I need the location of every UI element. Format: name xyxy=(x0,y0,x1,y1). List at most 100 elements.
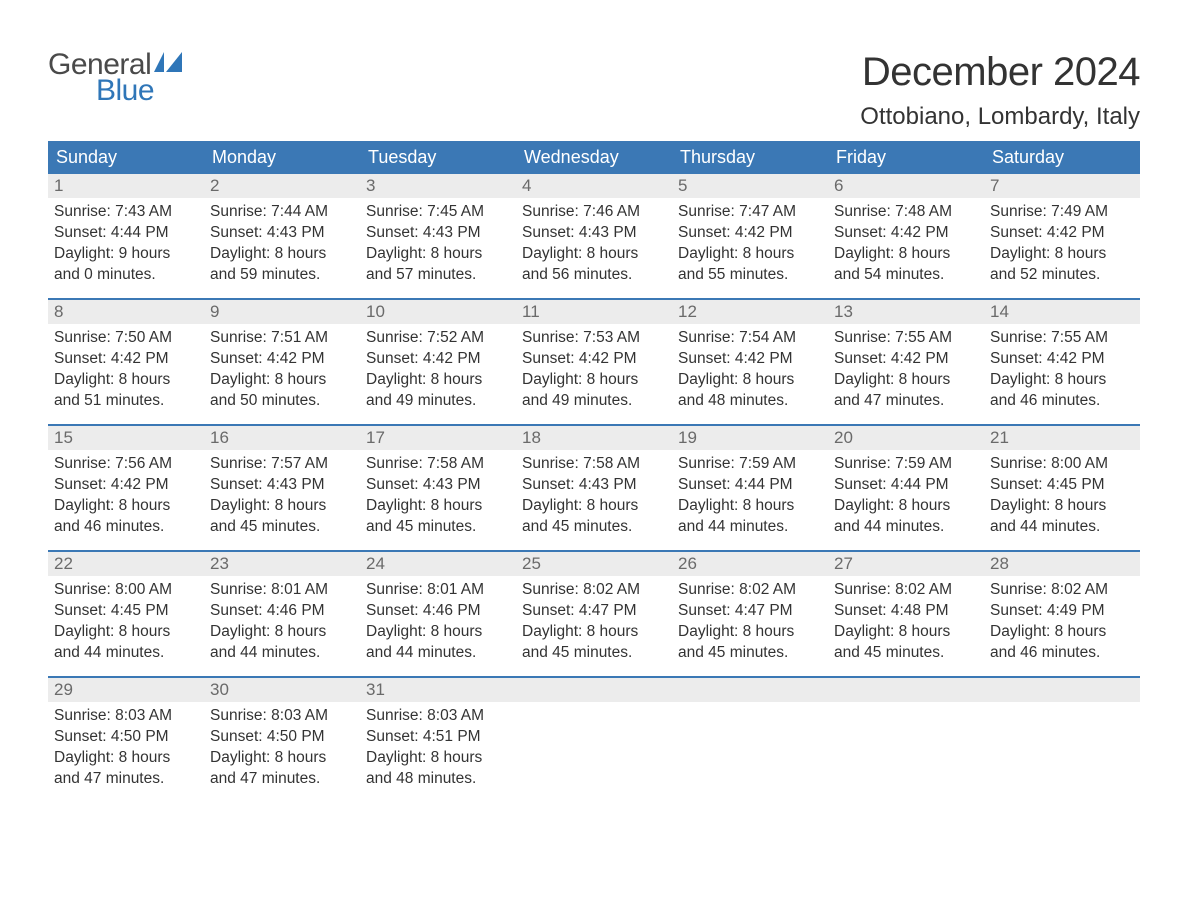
calendar-day: 16Sunrise: 7:57 AMSunset: 4:43 PMDayligh… xyxy=(204,426,360,550)
day-details: Sunrise: 7:48 AMSunset: 4:42 PMDaylight:… xyxy=(828,198,984,292)
day-details: Sunrise: 7:49 AMSunset: 4:42 PMDaylight:… xyxy=(984,198,1140,292)
day-number: 27 xyxy=(828,552,984,576)
day-details: Sunrise: 8:03 AMSunset: 4:50 PMDaylight:… xyxy=(48,702,204,796)
location-subtitle: Ottobiano, Lombardy, Italy xyxy=(860,103,1140,131)
daylight-line-1: Daylight: 8 hours xyxy=(522,496,666,517)
sunrise-line: Sunrise: 8:03 AM xyxy=(54,706,198,727)
day-details: Sunrise: 7:56 AMSunset: 4:42 PMDaylight:… xyxy=(48,450,204,544)
daylight-line-1: Daylight: 8 hours xyxy=(366,244,510,265)
daylight-line-1: Daylight: 8 hours xyxy=(834,496,978,517)
header: General Blue December 2024 Ottobiano, Lo… xyxy=(48,50,1140,131)
day-details: Sunrise: 8:00 AMSunset: 4:45 PMDaylight:… xyxy=(984,450,1140,544)
day-number: 3 xyxy=(360,174,516,198)
day-number xyxy=(828,678,984,702)
daylight-line-2: and 44 minutes. xyxy=(834,517,978,538)
sunrise-line: Sunrise: 7:58 AM xyxy=(366,454,510,475)
daylight-line-1: Daylight: 8 hours xyxy=(522,244,666,265)
daylight-line-2: and 48 minutes. xyxy=(678,391,822,412)
sunset-line: Sunset: 4:50 PM xyxy=(54,727,198,748)
sunset-line: Sunset: 4:47 PM xyxy=(678,601,822,622)
sunrise-line: Sunrise: 7:56 AM xyxy=(54,454,198,475)
calendar: SundayMondayTuesdayWednesdayThursdayFrid… xyxy=(48,141,1140,802)
day-details: Sunrise: 7:55 AMSunset: 4:42 PMDaylight:… xyxy=(984,324,1140,418)
sunset-line: Sunset: 4:51 PM xyxy=(366,727,510,748)
calendar-day: 29Sunrise: 8:03 AMSunset: 4:50 PMDayligh… xyxy=(48,678,204,802)
day-details: Sunrise: 7:58 AMSunset: 4:43 PMDaylight:… xyxy=(360,450,516,544)
daylight-line-2: and 47 minutes. xyxy=(210,769,354,790)
calendar-day: 18Sunrise: 7:58 AMSunset: 4:43 PMDayligh… xyxy=(516,426,672,550)
day-number: 25 xyxy=(516,552,672,576)
sunrise-line: Sunrise: 7:52 AM xyxy=(366,328,510,349)
daylight-line-2: and 48 minutes. xyxy=(366,769,510,790)
calendar-day: 1Sunrise: 7:43 AMSunset: 4:44 PMDaylight… xyxy=(48,174,204,298)
day-details: Sunrise: 7:52 AMSunset: 4:42 PMDaylight:… xyxy=(360,324,516,418)
daylight-line-2: and 51 minutes. xyxy=(54,391,198,412)
sunset-line: Sunset: 4:44 PM xyxy=(834,475,978,496)
daylight-line-1: Daylight: 8 hours xyxy=(210,748,354,769)
calendar-day: 11Sunrise: 7:53 AMSunset: 4:42 PMDayligh… xyxy=(516,300,672,424)
day-number: 21 xyxy=(984,426,1140,450)
month-title: December 2024 xyxy=(860,50,1140,95)
daylight-line-2: and 49 minutes. xyxy=(366,391,510,412)
daylight-line-1: Daylight: 8 hours xyxy=(834,244,978,265)
daylight-line-1: Daylight: 8 hours xyxy=(990,622,1134,643)
day-number: 8 xyxy=(48,300,204,324)
daylight-line-1: Daylight: 8 hours xyxy=(54,370,198,391)
day-number: 17 xyxy=(360,426,516,450)
sunset-line: Sunset: 4:50 PM xyxy=(210,727,354,748)
daylight-line-2: and 55 minutes. xyxy=(678,265,822,286)
day-number: 13 xyxy=(828,300,984,324)
sunset-line: Sunset: 4:42 PM xyxy=(834,349,978,370)
day-details: Sunrise: 7:55 AMSunset: 4:42 PMDaylight:… xyxy=(828,324,984,418)
day-details xyxy=(516,702,672,782)
day-number: 7 xyxy=(984,174,1140,198)
calendar-day: 14Sunrise: 7:55 AMSunset: 4:42 PMDayligh… xyxy=(984,300,1140,424)
sunrise-line: Sunrise: 7:59 AM xyxy=(678,454,822,475)
daylight-line-2: and 57 minutes. xyxy=(366,265,510,286)
calendar-day: 20Sunrise: 7:59 AMSunset: 4:44 PMDayligh… xyxy=(828,426,984,550)
calendar-day: 5Sunrise: 7:47 AMSunset: 4:42 PMDaylight… xyxy=(672,174,828,298)
calendar-week: 15Sunrise: 7:56 AMSunset: 4:42 PMDayligh… xyxy=(48,424,1140,550)
sunset-line: Sunset: 4:46 PM xyxy=(366,601,510,622)
day-number: 9 xyxy=(204,300,360,324)
day-details: Sunrise: 8:03 AMSunset: 4:51 PMDaylight:… xyxy=(360,702,516,796)
flag-icon xyxy=(154,52,186,76)
daylight-line-2: and 44 minutes. xyxy=(678,517,822,538)
day-details: Sunrise: 8:02 AMSunset: 4:48 PMDaylight:… xyxy=(828,576,984,670)
calendar-day: 19Sunrise: 7:59 AMSunset: 4:44 PMDayligh… xyxy=(672,426,828,550)
daylight-line-1: Daylight: 9 hours xyxy=(54,244,198,265)
day-number: 16 xyxy=(204,426,360,450)
daylight-line-2: and 45 minutes. xyxy=(210,517,354,538)
calendar-day: 23Sunrise: 8:01 AMSunset: 4:46 PMDayligh… xyxy=(204,552,360,676)
calendar-day xyxy=(516,678,672,802)
sunset-line: Sunset: 4:42 PM xyxy=(678,223,822,244)
calendar-day: 10Sunrise: 7:52 AMSunset: 4:42 PMDayligh… xyxy=(360,300,516,424)
daylight-line-1: Daylight: 8 hours xyxy=(678,622,822,643)
sunrise-line: Sunrise: 8:01 AM xyxy=(366,580,510,601)
calendar-week: 8Sunrise: 7:50 AMSunset: 4:42 PMDaylight… xyxy=(48,298,1140,424)
sunset-line: Sunset: 4:42 PM xyxy=(54,349,198,370)
day-details: Sunrise: 7:59 AMSunset: 4:44 PMDaylight:… xyxy=(828,450,984,544)
sunrise-line: Sunrise: 7:55 AM xyxy=(834,328,978,349)
day-number: 22 xyxy=(48,552,204,576)
sunrise-line: Sunrise: 8:02 AM xyxy=(834,580,978,601)
sunset-line: Sunset: 4:48 PM xyxy=(834,601,978,622)
sunset-line: Sunset: 4:42 PM xyxy=(990,349,1134,370)
daylight-line-1: Daylight: 8 hours xyxy=(522,370,666,391)
calendar-day: 15Sunrise: 7:56 AMSunset: 4:42 PMDayligh… xyxy=(48,426,204,550)
sunset-line: Sunset: 4:44 PM xyxy=(678,475,822,496)
day-details: Sunrise: 7:53 AMSunset: 4:42 PMDaylight:… xyxy=(516,324,672,418)
daylight-line-2: and 45 minutes. xyxy=(522,643,666,664)
sunrise-line: Sunrise: 7:47 AM xyxy=(678,202,822,223)
sunset-line: Sunset: 4:42 PM xyxy=(366,349,510,370)
daylight-line-1: Daylight: 8 hours xyxy=(678,244,822,265)
day-details: Sunrise: 8:03 AMSunset: 4:50 PMDaylight:… xyxy=(204,702,360,796)
calendar-day: 25Sunrise: 8:02 AMSunset: 4:47 PMDayligh… xyxy=(516,552,672,676)
sunset-line: Sunset: 4:49 PM xyxy=(990,601,1134,622)
calendar-day: 26Sunrise: 8:02 AMSunset: 4:47 PMDayligh… xyxy=(672,552,828,676)
daylight-line-1: Daylight: 8 hours xyxy=(834,370,978,391)
sunrise-line: Sunrise: 7:44 AM xyxy=(210,202,354,223)
calendar-day: 17Sunrise: 7:58 AMSunset: 4:43 PMDayligh… xyxy=(360,426,516,550)
daylight-line-1: Daylight: 8 hours xyxy=(990,370,1134,391)
daylight-line-2: and 50 minutes. xyxy=(210,391,354,412)
